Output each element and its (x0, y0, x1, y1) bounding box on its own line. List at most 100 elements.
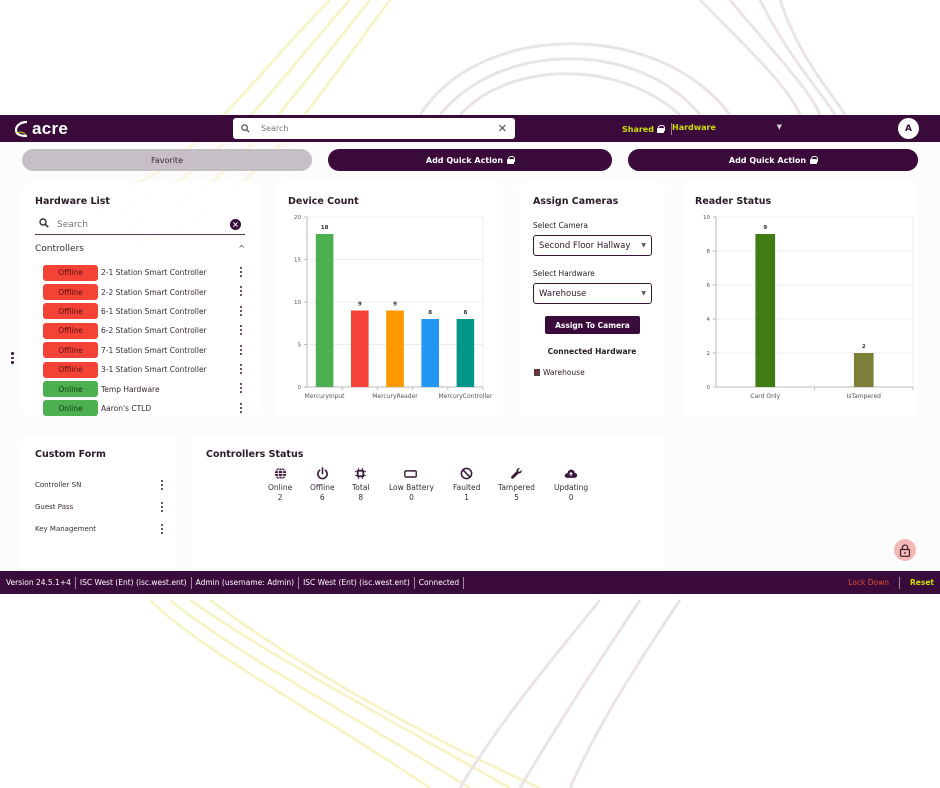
block-icon (460, 466, 474, 480)
custom-form-item-label: Key Management (35, 525, 97, 533)
assign-cameras-card: Assign Cameras Select Camera Second Floo… (519, 182, 665, 417)
connected-hardware-item[interactable]: Warehouse (534, 368, 585, 377)
chevron-up-icon[interactable]: ^ (238, 244, 245, 253)
clear-search-icon[interactable]: × (230, 219, 241, 230)
stat-low-battery[interactable]: Low Battery 0 (389, 466, 434, 502)
more-options-icon[interactable] (239, 285, 243, 297)
hardware-dropdown[interactable]: Hardware ▼ (672, 123, 782, 132)
favorite-button[interactable]: Favorite (22, 149, 312, 171)
bar-value-label: 9 (393, 302, 397, 308)
status-badge: Offline (43, 303, 98, 320)
clear-search-icon[interactable]: ✕ (497, 122, 507, 135)
reset-link[interactable]: Reset (910, 578, 934, 587)
custom-form-item[interactable]: Guest Pass (35, 501, 163, 513)
list-item[interactable]: Offline 7-1 Station Smart Controller (43, 341, 243, 360)
top-bar: acre ✕ Shared Hardware ▼ A (0, 115, 940, 142)
assign-cameras-title: Assign Cameras (533, 196, 619, 207)
user-avatar[interactable]: A (898, 118, 919, 139)
status-bar: Version 24.5.1+4 ISC West (Ent) (isc.wes… (0, 571, 940, 594)
lock-icon (656, 125, 665, 133)
custom-form-item[interactable]: Controller SN (35, 479, 163, 491)
chart-bar[interactable] (386, 310, 404, 388)
list-item[interactable]: Online Aaron's CTLD (43, 399, 243, 417)
y-tick-label: 4 (707, 317, 711, 323)
hardware-search-input[interactable] (57, 219, 230, 230)
chart-bar[interactable] (315, 234, 334, 387)
more-options-icon[interactable] (239, 402, 243, 414)
chart-bar[interactable] (755, 234, 776, 387)
lock-down-fab[interactable] (894, 539, 916, 561)
y-tick-label: 15 (294, 258, 301, 264)
add-quick-action-label: Add Quick Action (728, 155, 807, 165)
divider (899, 576, 900, 589)
add-quick-action-button-2[interactable]: Add Quick Action (628, 149, 918, 171)
custom-form-title: Custom Form (35, 449, 106, 460)
wrench-icon (509, 466, 523, 480)
list-item[interactable]: Offline 2-2 Station Smart Controller (43, 282, 243, 301)
more-options-icon[interactable] (161, 501, 163, 513)
hardware-dropdown-value: Hardware (672, 123, 716, 132)
global-search[interactable]: ✕ (233, 118, 515, 139)
more-options-icon[interactable] (161, 479, 163, 491)
global-search-input[interactable] (261, 124, 498, 133)
hardware-list-card: Hardware List × Controllers ^ Offline 2-… (22, 182, 259, 417)
lock-down-link[interactable]: Lock Down (848, 578, 889, 587)
hardware-search[interactable]: × (35, 215, 245, 235)
list-item[interactable]: Offline 2-1 Station Smart Controller (43, 263, 243, 282)
more-options-icon[interactable] (161, 523, 163, 535)
stat-label: Offline (310, 483, 335, 492)
stat-label: Online (268, 483, 293, 492)
hardware-list-title: Hardware List (35, 196, 110, 207)
y-tick-label: 10 (294, 300, 301, 306)
side-panel-menu-icon[interactable] (11, 351, 14, 365)
list-item[interactable]: Online Temp Hardware (43, 379, 243, 398)
more-options-icon[interactable] (239, 363, 243, 375)
bar-value-label: 8 (463, 310, 467, 316)
stat-faulted[interactable]: Faulted 1 (453, 466, 480, 502)
list-item[interactable]: Offline 3-1 Station Smart Controller (43, 360, 243, 379)
stat-tampered[interactable]: Tampered 5 (498, 466, 535, 502)
more-options-icon[interactable] (239, 324, 243, 336)
stat-label: Total (352, 483, 370, 492)
x-tick-label: MercuryReader (372, 393, 418, 400)
list-item[interactable]: Offline 6-2 Station Smart Controller (43, 321, 243, 340)
list-item[interactable]: Offline 6-1 Station Smart Controller (43, 302, 243, 321)
custom-form-item[interactable]: Key Management (35, 523, 163, 535)
add-quick-action-button-1[interactable]: Add Quick Action (328, 149, 612, 171)
divider (190, 576, 192, 589)
more-options-icon[interactable] (239, 305, 243, 317)
select-hardware-dropdown[interactable]: Warehouse ▼ (533, 283, 652, 304)
stat-label: Tampered (498, 483, 535, 492)
more-options-icon[interactable] (239, 266, 243, 278)
padlock-icon (899, 543, 911, 557)
shared-indicator[interactable]: Shared (622, 123, 676, 135)
acre-logo[interactable]: acre (14, 118, 68, 140)
caret-down-icon: ▼ (641, 290, 646, 297)
more-options-icon[interactable] (239, 344, 243, 356)
chart-bar[interactable] (456, 319, 475, 387)
footer-actions: Lock Down Reset (848, 571, 934, 594)
assign-to-camera-button[interactable]: Assign To Camera (545, 316, 640, 334)
status-badge: Online (43, 381, 98, 398)
hardware-name: 6-2 Station Smart Controller (101, 326, 207, 336)
status-badge: Offline (43, 342, 98, 359)
stat-updating[interactable]: Updating 0 (554, 466, 588, 502)
stat-total[interactable]: Total 8 (352, 466, 370, 502)
connected-hardware-title: Connected Hardware (547, 347, 637, 356)
chart-bar[interactable] (351, 310, 369, 388)
hardware-name: 6-1 Station Smart Controller (101, 306, 207, 316)
custom-form-card: Custom Form Controller SN Guest Pass Key… (22, 435, 176, 575)
stat-online[interactable]: Online 2 (268, 466, 292, 502)
y-tick-label: 8 (707, 249, 711, 255)
chart-bar[interactable] (853, 353, 874, 387)
select-hardware-value: Warehouse (539, 288, 587, 299)
more-options-icon[interactable] (239, 382, 243, 394)
controllers-group-header[interactable]: Controllers ^ (35, 244, 245, 254)
stat-offline[interactable]: Offline 6 (310, 466, 335, 502)
select-camera-dropdown[interactable]: Second Floor Hallway ▼ (533, 235, 652, 256)
caret-down-icon: ▼ (776, 123, 782, 131)
select-camera-label: Select Camera (533, 221, 588, 230)
status-badge: Offline (43, 264, 98, 281)
power-icon (315, 466, 329, 480)
chart-bar[interactable] (421, 319, 439, 387)
